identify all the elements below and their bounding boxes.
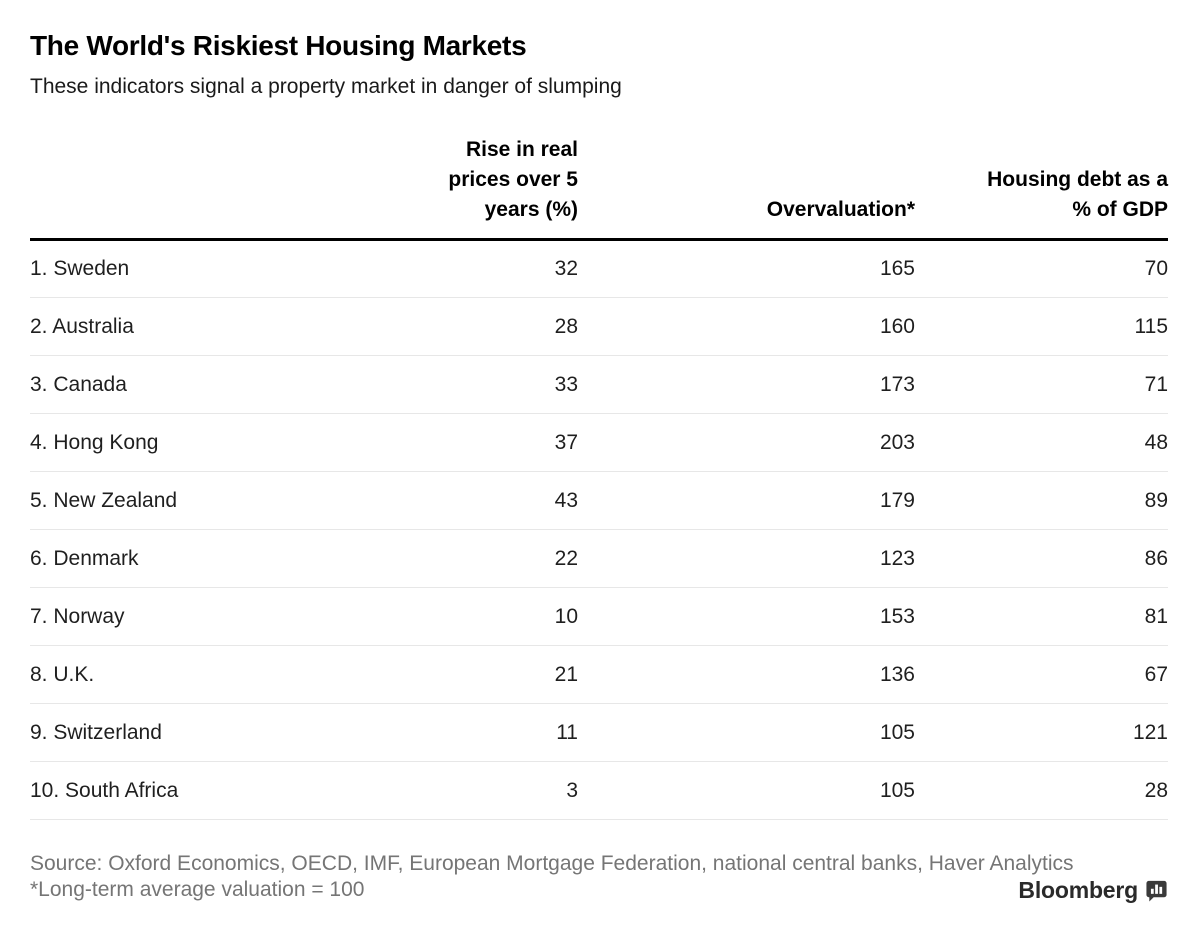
debt-cell: 121 [915,703,1168,762]
overvaluation-cell: 105 [578,703,915,762]
page-subtitle: These indicators signal a property marke… [30,75,622,98]
country-cell: 10. South Africa [30,761,410,820]
overvaluation-cell: 136 [578,645,915,704]
table-row: 3. Canada 33 173 71 [30,355,1168,414]
debt-cell: 86 [915,529,1168,588]
debt-cell: 115 [915,297,1168,356]
country-cell: 4. Hong Kong [30,413,410,472]
overvaluation-cell: 179 [578,471,915,530]
table-row: 7. Norway 10 153 81 [30,587,1168,646]
debt-cell: 81 [915,587,1168,646]
debt-cell: 71 [915,355,1168,414]
country-cell: 9. Switzerland [30,703,410,762]
table-row: 2. Australia 28 160 115 [30,297,1168,356]
table-body: 1. Sweden 32 165 70 2. Australia 28 160 … [30,239,1168,820]
country-cell: 1. Sweden [30,239,410,298]
country-cell: 3. Canada [30,355,410,414]
page-title: The World's Riskiest Housing Markets [30,30,527,61]
overvaluation-cell: 123 [578,529,915,588]
debt-cell: 89 [915,471,1168,530]
housing-markets-table: Rise in real prices over 5 years (%) Ove… [30,135,1168,820]
source-line: Source: Oxford Economics, OECD, IMF, Eur… [30,852,1074,875]
table-row: 1. Sweden 32 165 70 [30,239,1168,298]
rise-cell: 43 [410,471,578,530]
overvaluation-cell: 105 [578,761,915,820]
table-row: 5. New Zealand 43 179 89 [30,471,1168,530]
rise-cell: 33 [410,355,578,414]
country-cell: 6. Denmark [30,529,410,588]
rise-cell: 32 [410,239,578,298]
overvaluation-cell: 160 [578,297,915,356]
footnote-line: *Long-term average valuation = 100 [30,878,365,901]
column-header-housing-debt: Housing debt as a % of GDP [915,135,1168,241]
rise-cell: 28 [410,297,578,356]
country-cell: 8. U.K. [30,645,410,704]
table-row: 8. U.K. 21 136 67 [30,645,1168,704]
table-row: 9. Switzerland 11 105 121 [30,703,1168,762]
overvaluation-cell: 173 [578,355,915,414]
rise-cell: 37 [410,413,578,472]
overvaluation-cell: 165 [578,239,915,298]
debt-cell: 28 [915,761,1168,820]
country-cell: 7. Norway [30,587,410,646]
bloomberg-wordmark: Bloomberg [1018,877,1138,903]
column-header-rise-in-prices: Rise in real prices over 5 years (%) [410,135,578,241]
bloomberg-brand: Bloomberg [1018,877,1168,904]
debt-cell: 48 [915,413,1168,472]
rise-cell: 21 [410,645,578,704]
column-header-overvaluation: Overvaluation* [578,135,915,241]
debt-cell: 70 [915,239,1168,298]
overvaluation-cell: 203 [578,413,915,472]
country-cell: 5. New Zealand [30,471,410,530]
rise-cell: 22 [410,529,578,588]
rise-cell: 10 [410,587,578,646]
table-header: Rise in real prices over 5 years (%) Ove… [30,135,1168,241]
country-cell: 2. Australia [30,297,410,356]
bloomberg-chart-bubble-icon [1145,879,1168,902]
debt-cell: 67 [915,645,1168,704]
rise-cell: 11 [410,703,578,762]
chart-footer: Source: Oxford Economics, OECD, IMF, Eur… [30,851,1168,903]
overvaluation-cell: 153 [578,587,915,646]
table-row: 10. South Africa 3 105 28 [30,761,1168,820]
bloomberg-chart-page: The World's Riskiest Housing Markets The… [30,30,1168,903]
rise-cell: 3 [410,761,578,820]
table-row: 4. Hong Kong 37 203 48 [30,413,1168,472]
column-header-country [30,135,410,241]
table-row: 6. Denmark 22 123 86 [30,529,1168,588]
footnotes-block: Source: Oxford Economics, OECD, IMF, Eur… [30,851,1168,903]
table-header-row: Rise in real prices over 5 years (%) Ove… [30,135,1168,241]
